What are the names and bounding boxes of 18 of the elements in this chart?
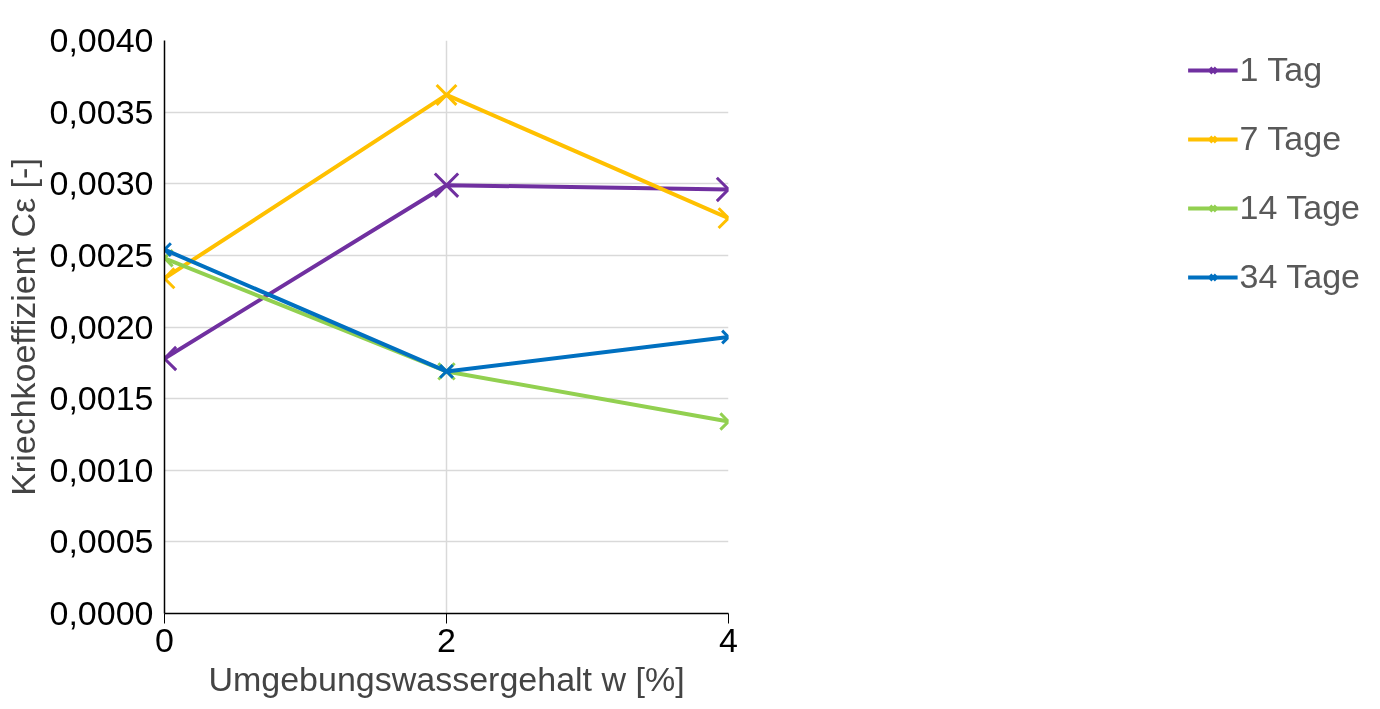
- legend-label: 1 Tag: [1239, 50, 1323, 89]
- y-tick-label: 0,0040: [49, 21, 154, 59]
- x-tick-label: 0: [155, 620, 174, 659]
- y-axis-title: Kriechkoeffizient Cε [-]: [3, 158, 42, 496]
- x-tick-label: 2: [437, 620, 456, 659]
- y-tick-label: 0,0030: [49, 164, 154, 203]
- y-tick-label: 0,0010: [49, 450, 154, 489]
- legend-label: 7 Tage: [1239, 119, 1342, 158]
- x-tick-label: 4: [719, 620, 738, 659]
- legend-label: 34 Tage: [1239, 257, 1360, 296]
- y-tick-label: 0,0015: [49, 379, 154, 418]
- y-tick-label: 0,0020: [49, 307, 154, 346]
- legend-label: 14 Tage: [1239, 188, 1360, 227]
- y-tick-label: 0,0025: [49, 235, 154, 274]
- y-tick-label: 0,0000: [49, 594, 154, 632]
- x-axis-title: Umgebungswassergehalt w [%]: [208, 659, 685, 698]
- y-tick-label: 0,0005: [49, 522, 154, 561]
- y-tick-label: 0,0035: [49, 92, 154, 131]
